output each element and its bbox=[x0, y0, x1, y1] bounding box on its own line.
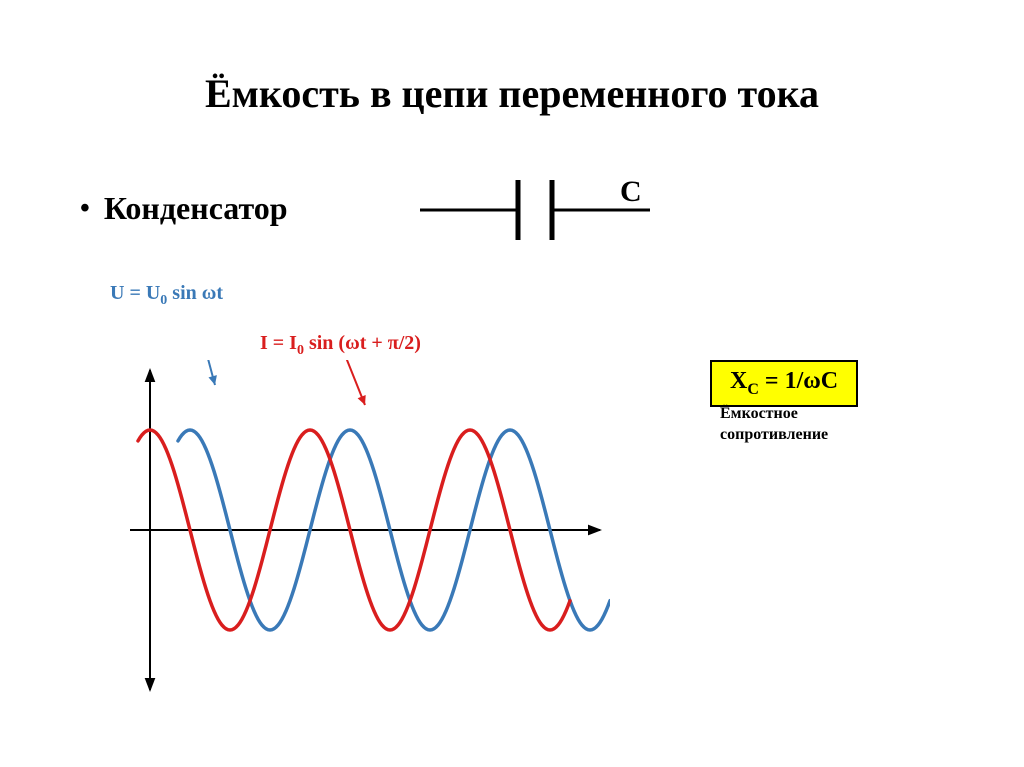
xc-eq: = 1/ωC bbox=[759, 368, 838, 394]
bullet-dot: • bbox=[80, 193, 90, 225]
bullet-item: • Конденсатор bbox=[80, 190, 288, 227]
sine-chart bbox=[70, 360, 610, 700]
u-part1: U = U bbox=[110, 282, 160, 304]
xc-text: XC = 1/ωC bbox=[730, 368, 838, 394]
xc-cap-2: сопротивление bbox=[720, 426, 828, 443]
xc-c: C bbox=[747, 381, 759, 398]
page-title: Ёмкость в цепи переменного тока bbox=[0, 70, 1024, 117]
i-part2: sin (ωt + π/2) bbox=[304, 332, 421, 354]
voltage-formula: U = U0 sin ωt bbox=[110, 282, 223, 309]
i-part1: I = I bbox=[260, 332, 297, 354]
xc-x: X bbox=[730, 368, 747, 394]
xc-cap-1: Ёмкостное bbox=[720, 405, 798, 422]
capacitor-label: C bbox=[620, 175, 642, 209]
current-formula: I = I0 sin (ωt + π/2) bbox=[260, 332, 421, 359]
bullet-label: Конденсатор bbox=[104, 190, 288, 227]
u-part2: sin ωt bbox=[167, 282, 223, 304]
reactance-formula-box: XC = 1/ωC bbox=[710, 360, 858, 407]
reactance-caption: Ёмкостное сопротивление bbox=[720, 404, 828, 446]
i-sub: 0 bbox=[297, 343, 304, 358]
